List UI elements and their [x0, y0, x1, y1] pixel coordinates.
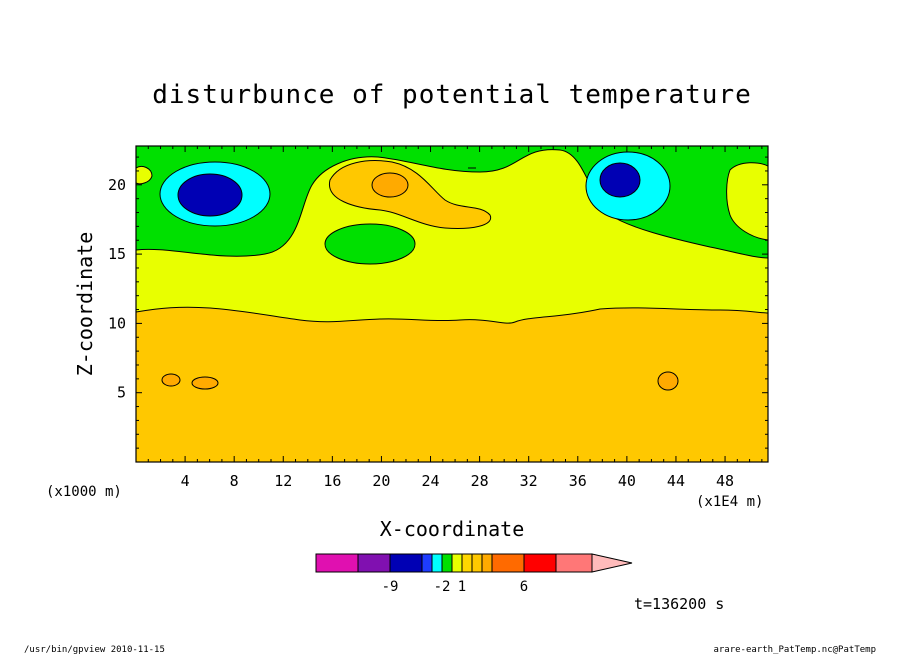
colorbar-cell [451, 553, 463, 573]
x-tick-label: 40 [618, 472, 636, 490]
colorbar-tick-label: 6 [520, 579, 528, 595]
x-tick-label: 36 [569, 472, 587, 490]
x-tick-label: 20 [372, 472, 390, 490]
colorbar-tick-label: -9 [382, 579, 399, 595]
y-axis: 5 10 15 20 [108, 156, 768, 449]
footer-left: /usr/bin/gpview 2010-11-15 [24, 645, 165, 654]
y-tick-label: 15 [108, 245, 126, 263]
x-tick-label: 24 [421, 472, 439, 490]
colorbar-cell [481, 553, 493, 573]
x-tick-label: 12 [274, 472, 292, 490]
footer-right: arare-earth_PatTemp.nc@PatTemp [713, 645, 876, 654]
x-tick-label: 48 [716, 472, 734, 490]
colorbar-cell [555, 553, 593, 573]
plot-frame [135, 145, 769, 463]
warm-spot [191, 376, 219, 390]
chart-title: disturbunce of potential temperature [152, 80, 752, 110]
x-tick-label: 8 [230, 472, 239, 490]
x-tick-label: 4 [181, 472, 190, 490]
x-tick-label: 16 [323, 472, 341, 490]
colorbar-cell [431, 553, 443, 573]
colorbar-tick-label: 1 [458, 579, 466, 595]
colorbar-cell [471, 553, 483, 573]
y-tick-label: 20 [108, 176, 126, 194]
warm-spot [161, 373, 181, 387]
colorbar-cell [421, 553, 433, 573]
warm-spot [657, 371, 679, 391]
x-axis-label: X-coordinate [380, 517, 525, 541]
y-tick-label: 5 [117, 384, 126, 402]
field-green-blob [324, 223, 416, 265]
colorbar-cell [357, 553, 391, 573]
x-unit-right: (x1E4 m) [696, 494, 763, 510]
x-tick-label: 28 [471, 472, 489, 490]
field-warm-region [329, 160, 492, 229]
colorbar-cell [441, 553, 453, 573]
colorbar-cell [491, 553, 525, 573]
field-orange-base [136, 306, 768, 462]
colorbar-tick-label: -2 [434, 579, 451, 595]
x-axis: 4 8 12 16 20 24 28 32 36 40 44 48 [147, 146, 763, 490]
plot-area [135, 145, 769, 463]
colorbar-cell [315, 553, 359, 573]
x-tick-label: 32 [520, 472, 538, 490]
colorbar-cell [523, 553, 557, 573]
colorbar-cell [461, 553, 473, 573]
x-unit-left: (x1000 m) [46, 484, 122, 500]
y-axis-label: Z-coordinate [73, 232, 97, 377]
time-label: t=136200 s [634, 595, 724, 613]
colorbar-cell [389, 553, 423, 573]
colorbar-arrow [591, 553, 633, 573]
y-tick-label: 10 [108, 314, 126, 332]
colorbar: -9 -2 1 6 [315, 553, 633, 595]
x-tick-label: 44 [667, 472, 685, 490]
